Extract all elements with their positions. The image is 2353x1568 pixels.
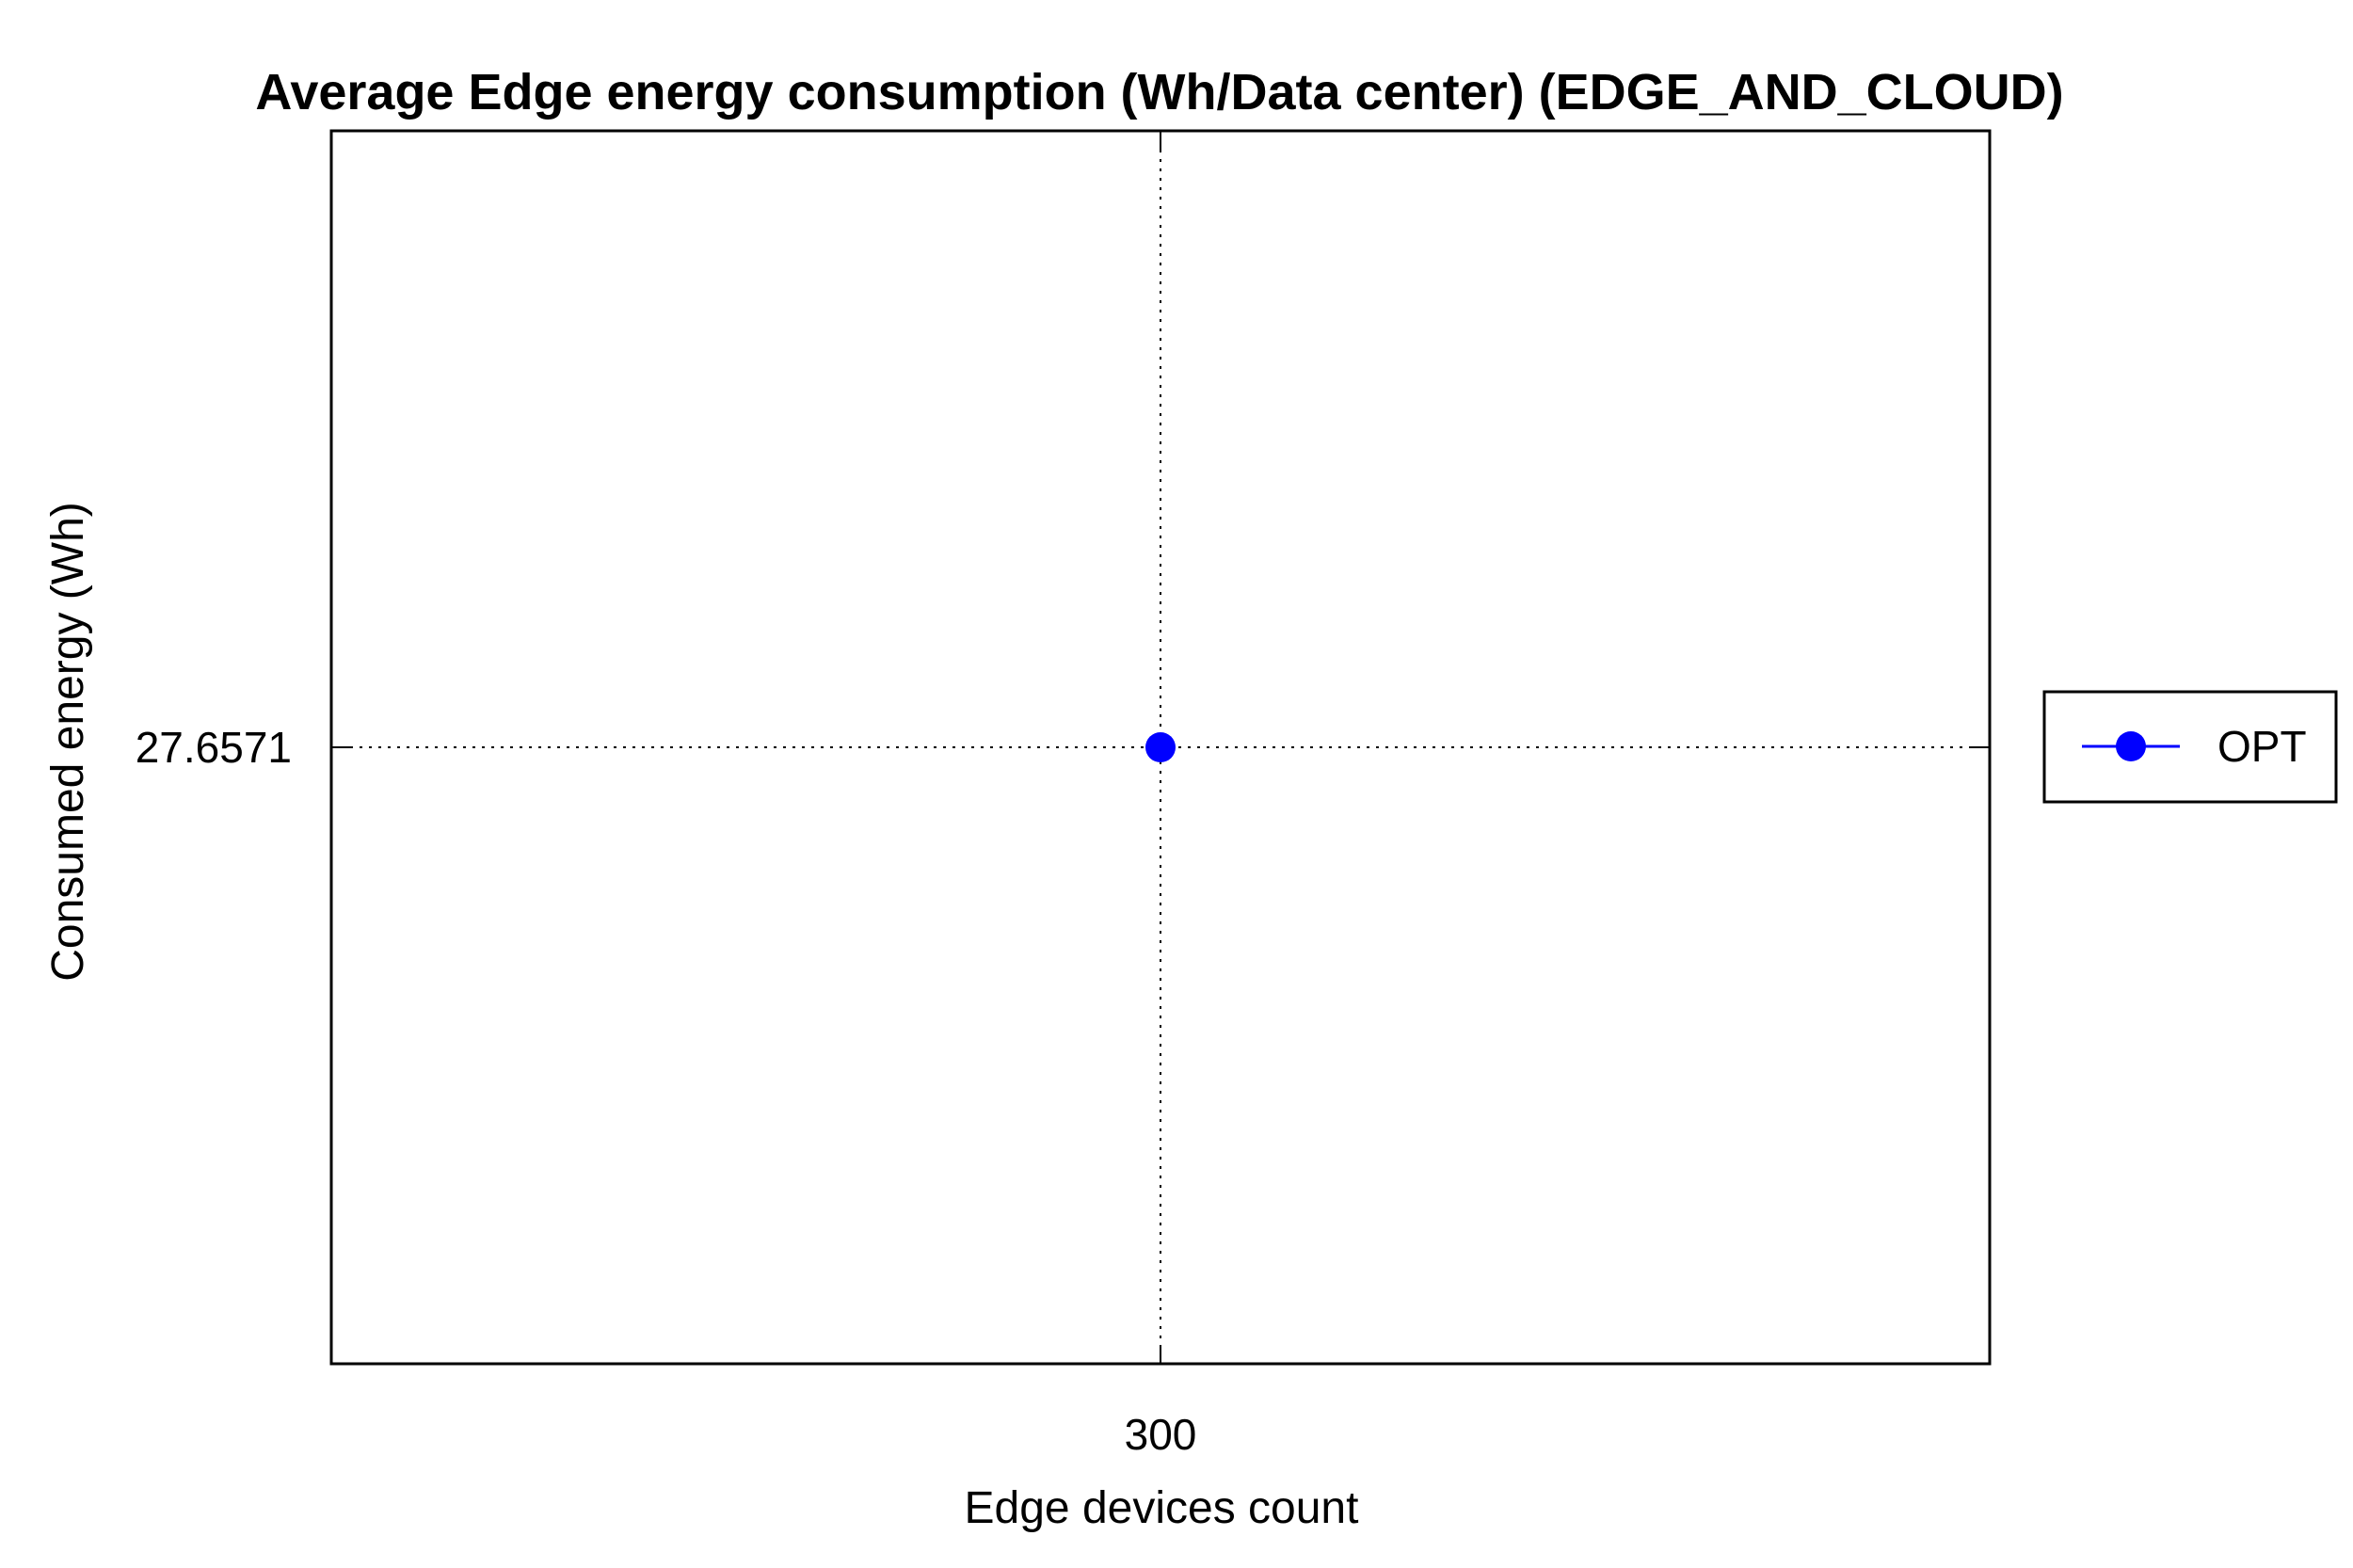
x-tick-label: 300 xyxy=(1125,1410,1197,1459)
data-point-opt xyxy=(1145,732,1176,762)
series-layer xyxy=(1145,732,1176,762)
legend: OPT xyxy=(2042,690,2338,804)
y-tick-label: 27.6571 xyxy=(136,723,292,772)
chart-title: Average Edge energy consumption (Wh/Data… xyxy=(255,64,2063,120)
legend-marker-opt xyxy=(2116,731,2146,761)
axis-ticks: 300 27.6571 xyxy=(136,131,1990,1459)
x-axis-label: Edge devices count xyxy=(965,1483,1359,1533)
legend-label-opt: OPT xyxy=(2217,722,2307,771)
y-axis-label: Consumed energy (Wh) xyxy=(43,502,93,982)
